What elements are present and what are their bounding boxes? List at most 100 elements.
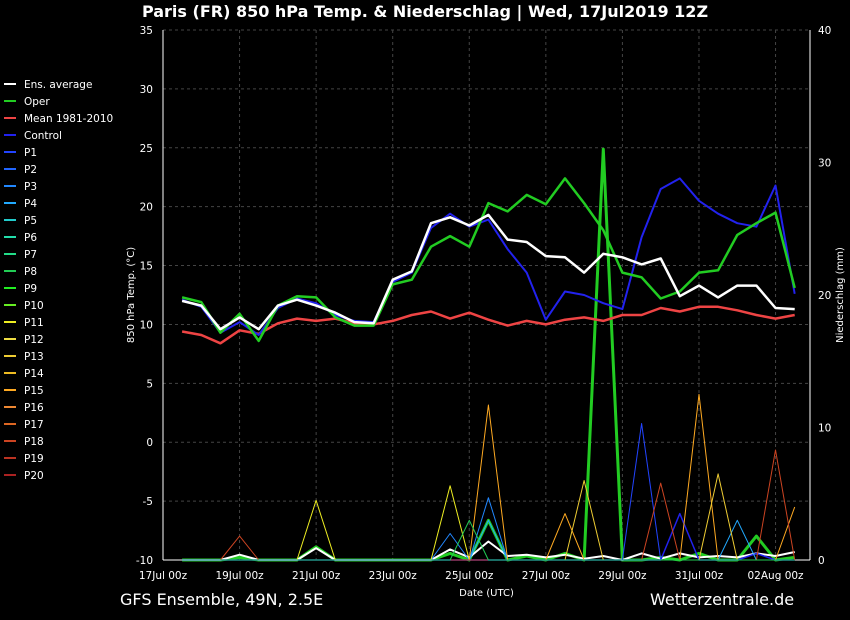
precip-line-p1 (182, 423, 795, 561)
y2-tick-label: 40 (818, 25, 831, 37)
precip-line-p8 (182, 519, 795, 561)
legend-swatch (4, 440, 16, 442)
legend-swatch (4, 423, 16, 425)
legend-label: P13 (24, 351, 44, 363)
chart-legend: Ens. average Oper Mean 1981-2010 Control P1 P… (4, 77, 113, 485)
legend-label: Ens. average (24, 79, 93, 91)
x-tick-label: 25Jul 00z (445, 570, 494, 582)
y-tick-label: 5 (146, 378, 153, 390)
y-tick-label: -10 (136, 555, 153, 567)
legend-item: P9 (4, 281, 113, 298)
y-tick-label: 10 (140, 319, 153, 331)
legend-label: P9 (24, 283, 38, 295)
legend-swatch (4, 355, 16, 357)
temp-line-mean-1981-2010 (181, 305, 795, 345)
legend-swatch (4, 185, 16, 187)
legend-swatch (4, 253, 16, 255)
x-tick-label: 31Jul 00z (675, 570, 724, 582)
legend-label: P2 (24, 164, 38, 176)
y2-tick-label: 20 (818, 290, 831, 302)
y-tick-label: 35 (140, 25, 153, 37)
legend-swatch (4, 338, 16, 340)
x-tick-label: 19Jul 00z (215, 570, 264, 582)
legend-swatch (4, 219, 16, 221)
legend-label: P5 (24, 215, 38, 227)
legend-item: P11 (4, 315, 113, 332)
legend-item: P2 (4, 162, 113, 179)
legend-swatch (4, 202, 16, 204)
legend-label: P19 (24, 453, 44, 465)
precip-line-p13 (182, 473, 795, 561)
legend-item: P7 (4, 247, 113, 264)
legend-label: P17 (24, 419, 44, 431)
legend-label: P14 (24, 368, 44, 380)
legend-label: P10 (24, 300, 44, 312)
y-tick-label: 0 (146, 437, 153, 449)
legend-swatch (4, 304, 16, 306)
legend-swatch (4, 134, 16, 136)
legend-item: Control (4, 128, 113, 145)
legend-item: P18 (4, 434, 113, 451)
legend-item: P19 (4, 451, 113, 468)
legend-item: P6 (4, 230, 113, 247)
legend-swatch (4, 168, 16, 170)
legend-label: P16 (24, 402, 44, 414)
legend-label: P4 (24, 198, 38, 210)
legend-swatch (4, 83, 16, 85)
legend-label: P15 (24, 385, 44, 397)
legend-label: P7 (24, 249, 38, 261)
legend-swatch (4, 321, 16, 323)
source-credit: Wetterzentrale.de (650, 590, 795, 609)
legend-label: P8 (24, 266, 38, 278)
legend-swatch (4, 100, 16, 102)
x-tick-label: 02Aug 00z (748, 570, 805, 582)
page-title: Paris (FR) 850 hPa Temp. & Niederschlag … (141, 2, 709, 21)
x-tick-label: 29Jul 00z (598, 570, 647, 582)
precip-line-p15 (182, 393, 796, 561)
precip-line-p3 (182, 497, 795, 561)
legend-swatch (4, 457, 16, 459)
x-tick-label: 23Jul 00z (369, 570, 418, 582)
model-info: GFS Ensemble, 49N, 2.5E (120, 590, 324, 609)
legend-item: P20 (4, 468, 113, 485)
legend-label: Mean 1981-2010 (24, 113, 114, 125)
legend-item: Ens. average (4, 77, 113, 94)
legend-item: P4 (4, 196, 113, 213)
y-tick-label: 20 (140, 202, 153, 214)
legend-item: P16 (4, 400, 113, 417)
x-axis-label: Date (UTC) (459, 588, 514, 599)
legend-swatch (4, 151, 16, 153)
legend-item: Oper (4, 94, 113, 111)
legend-item: P14 (4, 366, 113, 383)
x-tick-label: 21Jul 00z (292, 570, 341, 582)
legend-label: P12 (24, 334, 44, 346)
y2-tick-label: 0 (818, 555, 825, 567)
legend-swatch (4, 406, 16, 408)
legend-swatch (4, 372, 16, 374)
legend-label: Oper (24, 96, 50, 108)
y2-axis-label: Niederschlag (mm) (835, 247, 846, 343)
x-tick-label: 17Jul 00z (139, 570, 188, 582)
legend-item: P12 (4, 332, 113, 349)
legend-label: Control (24, 130, 62, 142)
legend-label: P11 (24, 317, 44, 329)
legend-swatch (4, 236, 16, 238)
legend-swatch (4, 117, 16, 119)
legend-item: Mean 1981-2010 (4, 111, 113, 128)
legend-label: P1 (24, 147, 38, 159)
y-axis-label: 850 hPa Temp. (°C) (126, 247, 137, 343)
legend-item: P17 (4, 417, 113, 434)
legend-item: P1 (4, 145, 113, 162)
legend-item: P8 (4, 264, 113, 281)
y2-tick-label: 30 (818, 158, 831, 170)
y-tick-label: 15 (140, 261, 153, 273)
legend-swatch (4, 389, 16, 391)
legend-label: P20 (24, 470, 44, 482)
x-tick-label: 27Jul 00z (522, 570, 571, 582)
legend-item: P13 (4, 349, 113, 366)
legend-item: P5 (4, 213, 113, 230)
legend-item: P3 (4, 179, 113, 196)
legend-label: P3 (24, 181, 38, 193)
legend-label: P18 (24, 436, 44, 448)
